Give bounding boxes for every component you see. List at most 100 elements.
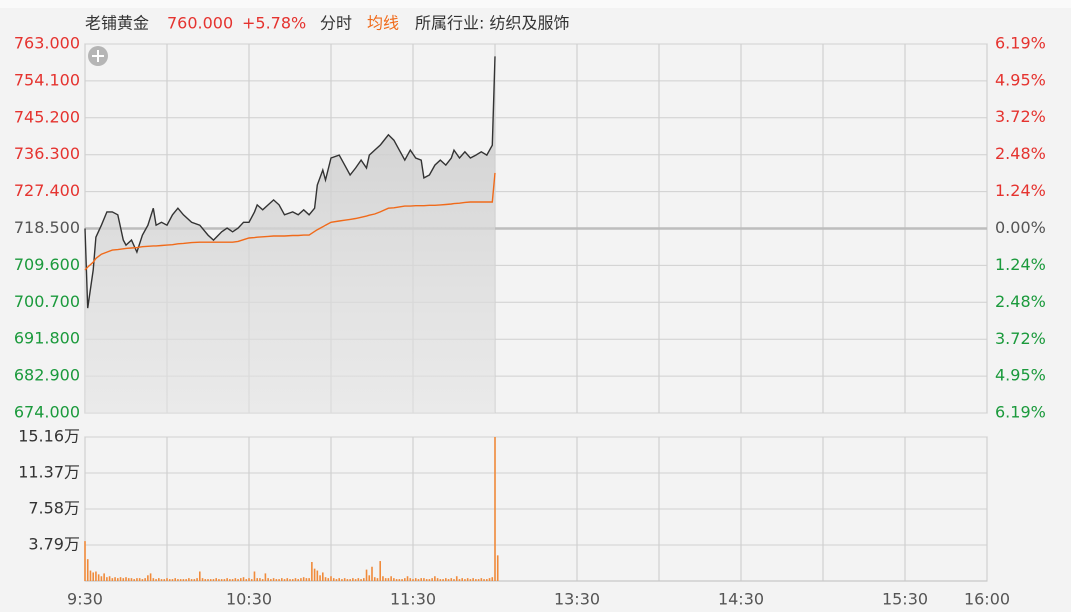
y2-tick-label: 1.24% [995, 255, 1046, 274]
volume-bar [346, 579, 349, 581]
volume-bar [341, 579, 343, 581]
volume-bar [231, 579, 234, 581]
y-tick-label: 727.400 [14, 181, 80, 200]
y2-tick-label: 6.19% [995, 403, 1046, 422]
price-line [84, 56, 496, 309]
volume-bar [144, 578, 146, 581]
legend-average: 均线 [367, 14, 399, 33]
volume-bar [398, 579, 401, 581]
volume-bar [305, 578, 308, 581]
volume-bar [472, 578, 474, 581]
volume-bar [95, 571, 97, 581]
volume-bar [466, 578, 469, 581]
volume-bar [324, 577, 327, 581]
volume-bar [469, 579, 472, 581]
volume-bar [475, 579, 477, 581]
y-tick-label: 736.300 [14, 144, 80, 163]
volume-bar [229, 579, 231, 581]
volume-bar [152, 578, 155, 581]
volume-bar [234, 578, 237, 581]
volume-bar [414, 578, 417, 581]
plot: 763.000 754.100 745.200 736.300 727.400 718.5… [14, 34, 1046, 609]
volume-bar [494, 437, 496, 581]
top-strip [0, 0, 1071, 8]
volume-bar [196, 578, 198, 581]
volume-bar [256, 578, 258, 581]
volume-bar [84, 541, 86, 581]
volume-bar [248, 578, 250, 581]
volume-bar [294, 578, 297, 581]
x-tick-label: 11:30 [390, 590, 436, 609]
volume-bar [250, 579, 253, 581]
volume-bar [106, 577, 108, 581]
volume-bar [272, 578, 275, 581]
volume-bar [384, 578, 387, 581]
volume-bar [308, 578, 310, 581]
volume-bar [302, 577, 305, 581]
volume-bar [207, 579, 209, 581]
volume-bar [291, 579, 294, 581]
y2-tick-label: 2.48% [995, 292, 1046, 311]
volume-bar [237, 579, 239, 581]
volume-bar [188, 578, 190, 581]
volume-bar [103, 573, 105, 581]
volume-bar [127, 578, 130, 581]
volume-bar [425, 579, 428, 581]
y2-tick-label: 6.19% [995, 34, 1046, 53]
volume-bar [125, 577, 127, 581]
y2-tick-label: 0.00% [995, 218, 1046, 237]
volume-bar [313, 568, 316, 581]
volume-bar [226, 578, 228, 581]
volume-bar [281, 578, 283, 581]
volume-bar [453, 579, 455, 581]
volume-bar [100, 576, 103, 581]
volume-bar [253, 571, 256, 581]
volume-bar [439, 579, 442, 581]
volume-bar [436, 578, 439, 581]
add-button[interactable] [88, 46, 108, 66]
x-tick-label: 10:30 [226, 590, 272, 609]
volume-bar [171, 579, 174, 581]
volume-bar [335, 579, 338, 581]
volume-bar [218, 579, 220, 581]
volume-bar [327, 578, 330, 581]
y-tick-label: 11.37万 [18, 463, 80, 482]
volume-bar [316, 570, 319, 581]
volume-bar [220, 579, 223, 581]
volume-bar [352, 578, 354, 581]
volume-bar [354, 579, 357, 581]
volume-bar [182, 579, 185, 581]
y2-tick-label: 3.72% [995, 107, 1046, 126]
volume-bar [461, 578, 463, 581]
volume-bar [365, 569, 368, 581]
volume-bar [117, 578, 119, 581]
y-tick-label: 691.800 [14, 329, 80, 348]
volume-bar [97, 574, 100, 581]
volume-bar [371, 566, 373, 581]
volume-bar [111, 578, 114, 581]
volume-bar [300, 578, 302, 581]
volume-bar [450, 578, 453, 581]
x-tick-label: 14:30 [718, 590, 764, 609]
volume-bar [190, 579, 193, 581]
volume-bar [445, 578, 447, 581]
volume-bar [133, 579, 135, 581]
y-tick-label: 7.58万 [28, 499, 80, 518]
x-tick-label: 16:00 [964, 590, 1010, 609]
volume-bar [455, 576, 458, 581]
volume-bar [86, 559, 89, 581]
volume-bar [319, 575, 321, 581]
volume-bar [480, 578, 483, 581]
y2-tick-label: 3.72% [995, 329, 1046, 348]
volume-bar [259, 578, 261, 581]
volume-bar [412, 579, 414, 581]
volume-bar [240, 578, 242, 581]
x-tick-label: 15:30 [882, 590, 928, 609]
volume-bar [289, 579, 291, 581]
volume-bar [401, 579, 403, 581]
volume-bar [311, 562, 313, 581]
volume-bar [155, 579, 157, 581]
volume-bar [174, 578, 176, 581]
y-tick-label: 674.000 [14, 403, 80, 422]
